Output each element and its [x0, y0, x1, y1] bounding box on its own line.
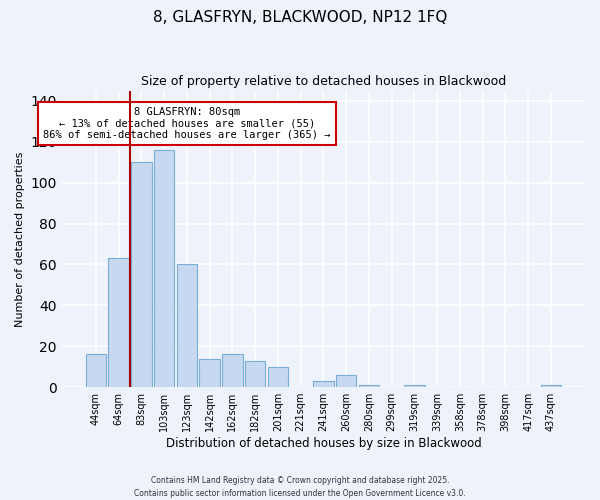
Text: Contains HM Land Registry data © Crown copyright and database right 2025.
Contai: Contains HM Land Registry data © Crown c…	[134, 476, 466, 498]
Bar	[109, 258, 129, 387]
Y-axis label: Number of detached properties: Number of detached properties	[15, 151, 25, 326]
Title: Size of property relative to detached houses in Blackwood: Size of property relative to detached ho…	[141, 75, 506, 88]
Bar	[541, 385, 561, 387]
Bar	[199, 358, 220, 387]
Bar	[131, 162, 152, 387]
Bar	[404, 385, 425, 387]
Bar	[359, 385, 379, 387]
Bar	[222, 354, 242, 387]
Bar	[154, 150, 175, 387]
Bar	[336, 375, 356, 387]
Text: 8 GLASFRYN: 80sqm
← 13% of detached houses are smaller (55)
86% of semi-detached: 8 GLASFRYN: 80sqm ← 13% of detached hous…	[43, 107, 331, 140]
Bar	[268, 366, 288, 387]
Bar	[313, 381, 334, 387]
Bar	[245, 360, 265, 387]
Bar	[176, 264, 197, 387]
Bar	[86, 354, 106, 387]
X-axis label: Distribution of detached houses by size in Blackwood: Distribution of detached houses by size …	[166, 437, 481, 450]
Text: 8, GLASFRYN, BLACKWOOD, NP12 1FQ: 8, GLASFRYN, BLACKWOOD, NP12 1FQ	[153, 10, 447, 25]
